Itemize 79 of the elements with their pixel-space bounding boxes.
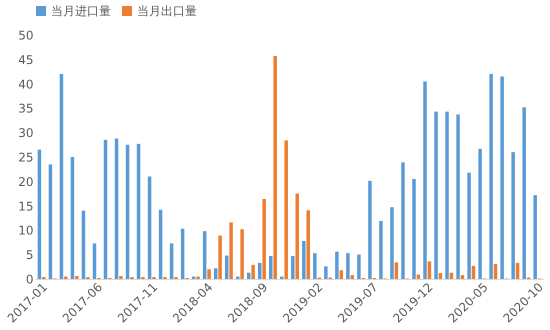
bar [489,74,493,279]
bar [434,112,438,279]
bar [394,262,398,279]
bar [38,150,42,279]
y-tick-label: 30 [18,126,34,140]
y-tick-label: 0 [26,272,34,286]
bar [306,210,310,279]
bar [119,276,123,279]
bar [136,144,140,279]
bar [82,210,86,279]
bar [302,240,306,279]
bar [368,180,372,279]
bar [401,162,405,279]
bar [450,272,454,279]
bar [357,254,361,279]
bar [390,207,394,279]
y-tick-label: 15 [18,199,34,214]
y-tick-label: 20 [18,174,34,189]
bar [207,269,211,279]
bar [258,262,262,279]
bar [416,274,420,279]
bar [158,210,162,279]
bar [423,81,427,279]
bar [202,231,206,279]
bar [60,74,64,279]
bar [340,270,344,279]
y-tick-label: 50 [18,28,34,42]
bar [246,272,250,279]
bar [467,172,471,279]
legend-label: 当月出口量 [137,4,197,18]
bar [438,273,442,279]
bar [269,256,273,279]
bar [379,220,383,279]
bar [494,264,498,279]
y-tick-label: 45 [18,52,34,67]
bar [180,228,184,279]
bar [472,266,476,279]
y-tick-label: 40 [18,77,34,92]
y-tick-label: 25 [18,150,34,164]
bar [516,262,520,279]
y-tick-label: 35 [18,102,34,116]
bar [148,176,152,279]
bar [224,256,228,279]
bar [478,148,482,279]
bar [350,275,354,279]
bar [104,140,108,279]
bar [229,222,233,279]
bar [533,195,537,279]
bar [240,229,244,279]
bar [460,275,464,279]
bar [500,76,504,279]
bar [92,243,96,279]
bar [295,194,299,279]
bar [456,114,460,279]
bar [218,236,222,279]
bar [412,178,416,279]
bar [428,261,432,279]
bar [126,144,130,279]
bar [114,138,118,279]
bar [445,112,449,279]
bar [346,253,350,279]
bar [75,276,79,279]
bar [335,252,339,279]
bar [70,157,74,279]
bar [170,243,174,279]
y-tick-label: 5 [26,248,34,262]
legend-label: 当月进口量 [51,4,111,18]
bar [273,56,277,279]
bar [251,264,255,279]
bar [324,266,328,279]
bar [48,164,52,279]
bar [511,152,515,279]
bar [522,107,526,279]
bar [291,256,295,279]
bar [214,268,218,279]
bar [284,140,288,279]
bar [262,198,266,279]
y-tick-label: 10 [18,224,34,238]
bar [313,253,317,279]
